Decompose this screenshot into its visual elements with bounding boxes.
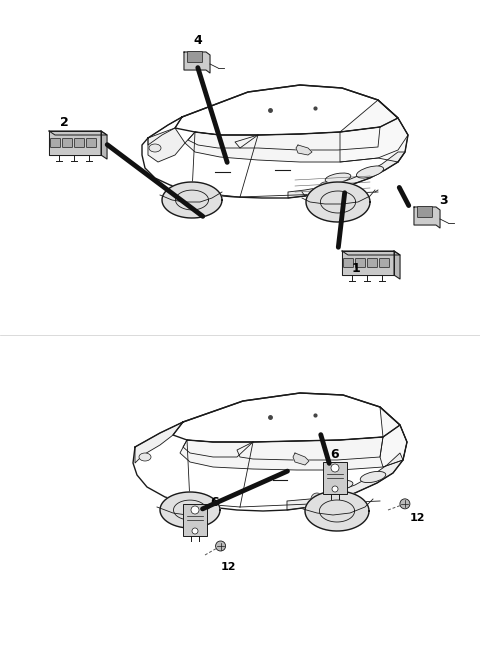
Circle shape	[191, 506, 199, 514]
Ellipse shape	[357, 166, 384, 178]
FancyBboxPatch shape	[344, 259, 353, 267]
FancyBboxPatch shape	[86, 138, 96, 147]
Polygon shape	[101, 131, 107, 159]
Circle shape	[319, 182, 331, 194]
Text: 2: 2	[60, 117, 69, 130]
Circle shape	[216, 541, 226, 551]
Polygon shape	[162, 182, 222, 218]
Polygon shape	[306, 182, 370, 222]
Text: 3: 3	[439, 193, 448, 206]
Polygon shape	[237, 437, 383, 460]
Polygon shape	[188, 132, 258, 148]
Text: 4: 4	[193, 33, 202, 47]
FancyBboxPatch shape	[368, 259, 377, 267]
Ellipse shape	[329, 480, 353, 490]
FancyBboxPatch shape	[188, 52, 203, 62]
Polygon shape	[293, 453, 309, 465]
Polygon shape	[235, 127, 380, 150]
Polygon shape	[342, 251, 394, 275]
FancyBboxPatch shape	[323, 462, 347, 494]
Polygon shape	[135, 422, 183, 463]
Polygon shape	[287, 453, 403, 510]
Circle shape	[400, 499, 410, 509]
FancyBboxPatch shape	[74, 138, 84, 147]
Ellipse shape	[325, 173, 351, 183]
FancyBboxPatch shape	[62, 138, 72, 147]
Polygon shape	[185, 118, 408, 162]
Polygon shape	[49, 131, 101, 155]
Text: 6: 6	[210, 495, 218, 508]
Text: 6: 6	[330, 447, 338, 460]
Polygon shape	[180, 425, 407, 470]
Polygon shape	[342, 251, 400, 255]
Ellipse shape	[360, 472, 386, 483]
Text: 1: 1	[352, 263, 361, 276]
Polygon shape	[183, 440, 253, 457]
Polygon shape	[160, 492, 220, 528]
Polygon shape	[288, 152, 405, 198]
FancyBboxPatch shape	[356, 259, 365, 267]
Text: 12: 12	[221, 562, 237, 572]
Polygon shape	[148, 128, 185, 162]
Ellipse shape	[139, 453, 151, 461]
Polygon shape	[296, 145, 312, 155]
Polygon shape	[380, 407, 407, 467]
Polygon shape	[184, 52, 210, 73]
Polygon shape	[414, 207, 440, 228]
Polygon shape	[340, 100, 408, 162]
Polygon shape	[394, 251, 400, 279]
FancyBboxPatch shape	[183, 504, 207, 536]
Polygon shape	[49, 131, 107, 135]
Circle shape	[331, 464, 339, 472]
Text: 12: 12	[410, 513, 425, 523]
FancyBboxPatch shape	[418, 206, 432, 217]
FancyBboxPatch shape	[380, 259, 389, 267]
Circle shape	[192, 528, 198, 534]
Polygon shape	[305, 491, 369, 531]
Circle shape	[311, 493, 323, 505]
FancyBboxPatch shape	[50, 138, 60, 147]
Ellipse shape	[149, 144, 161, 152]
Circle shape	[332, 486, 338, 492]
